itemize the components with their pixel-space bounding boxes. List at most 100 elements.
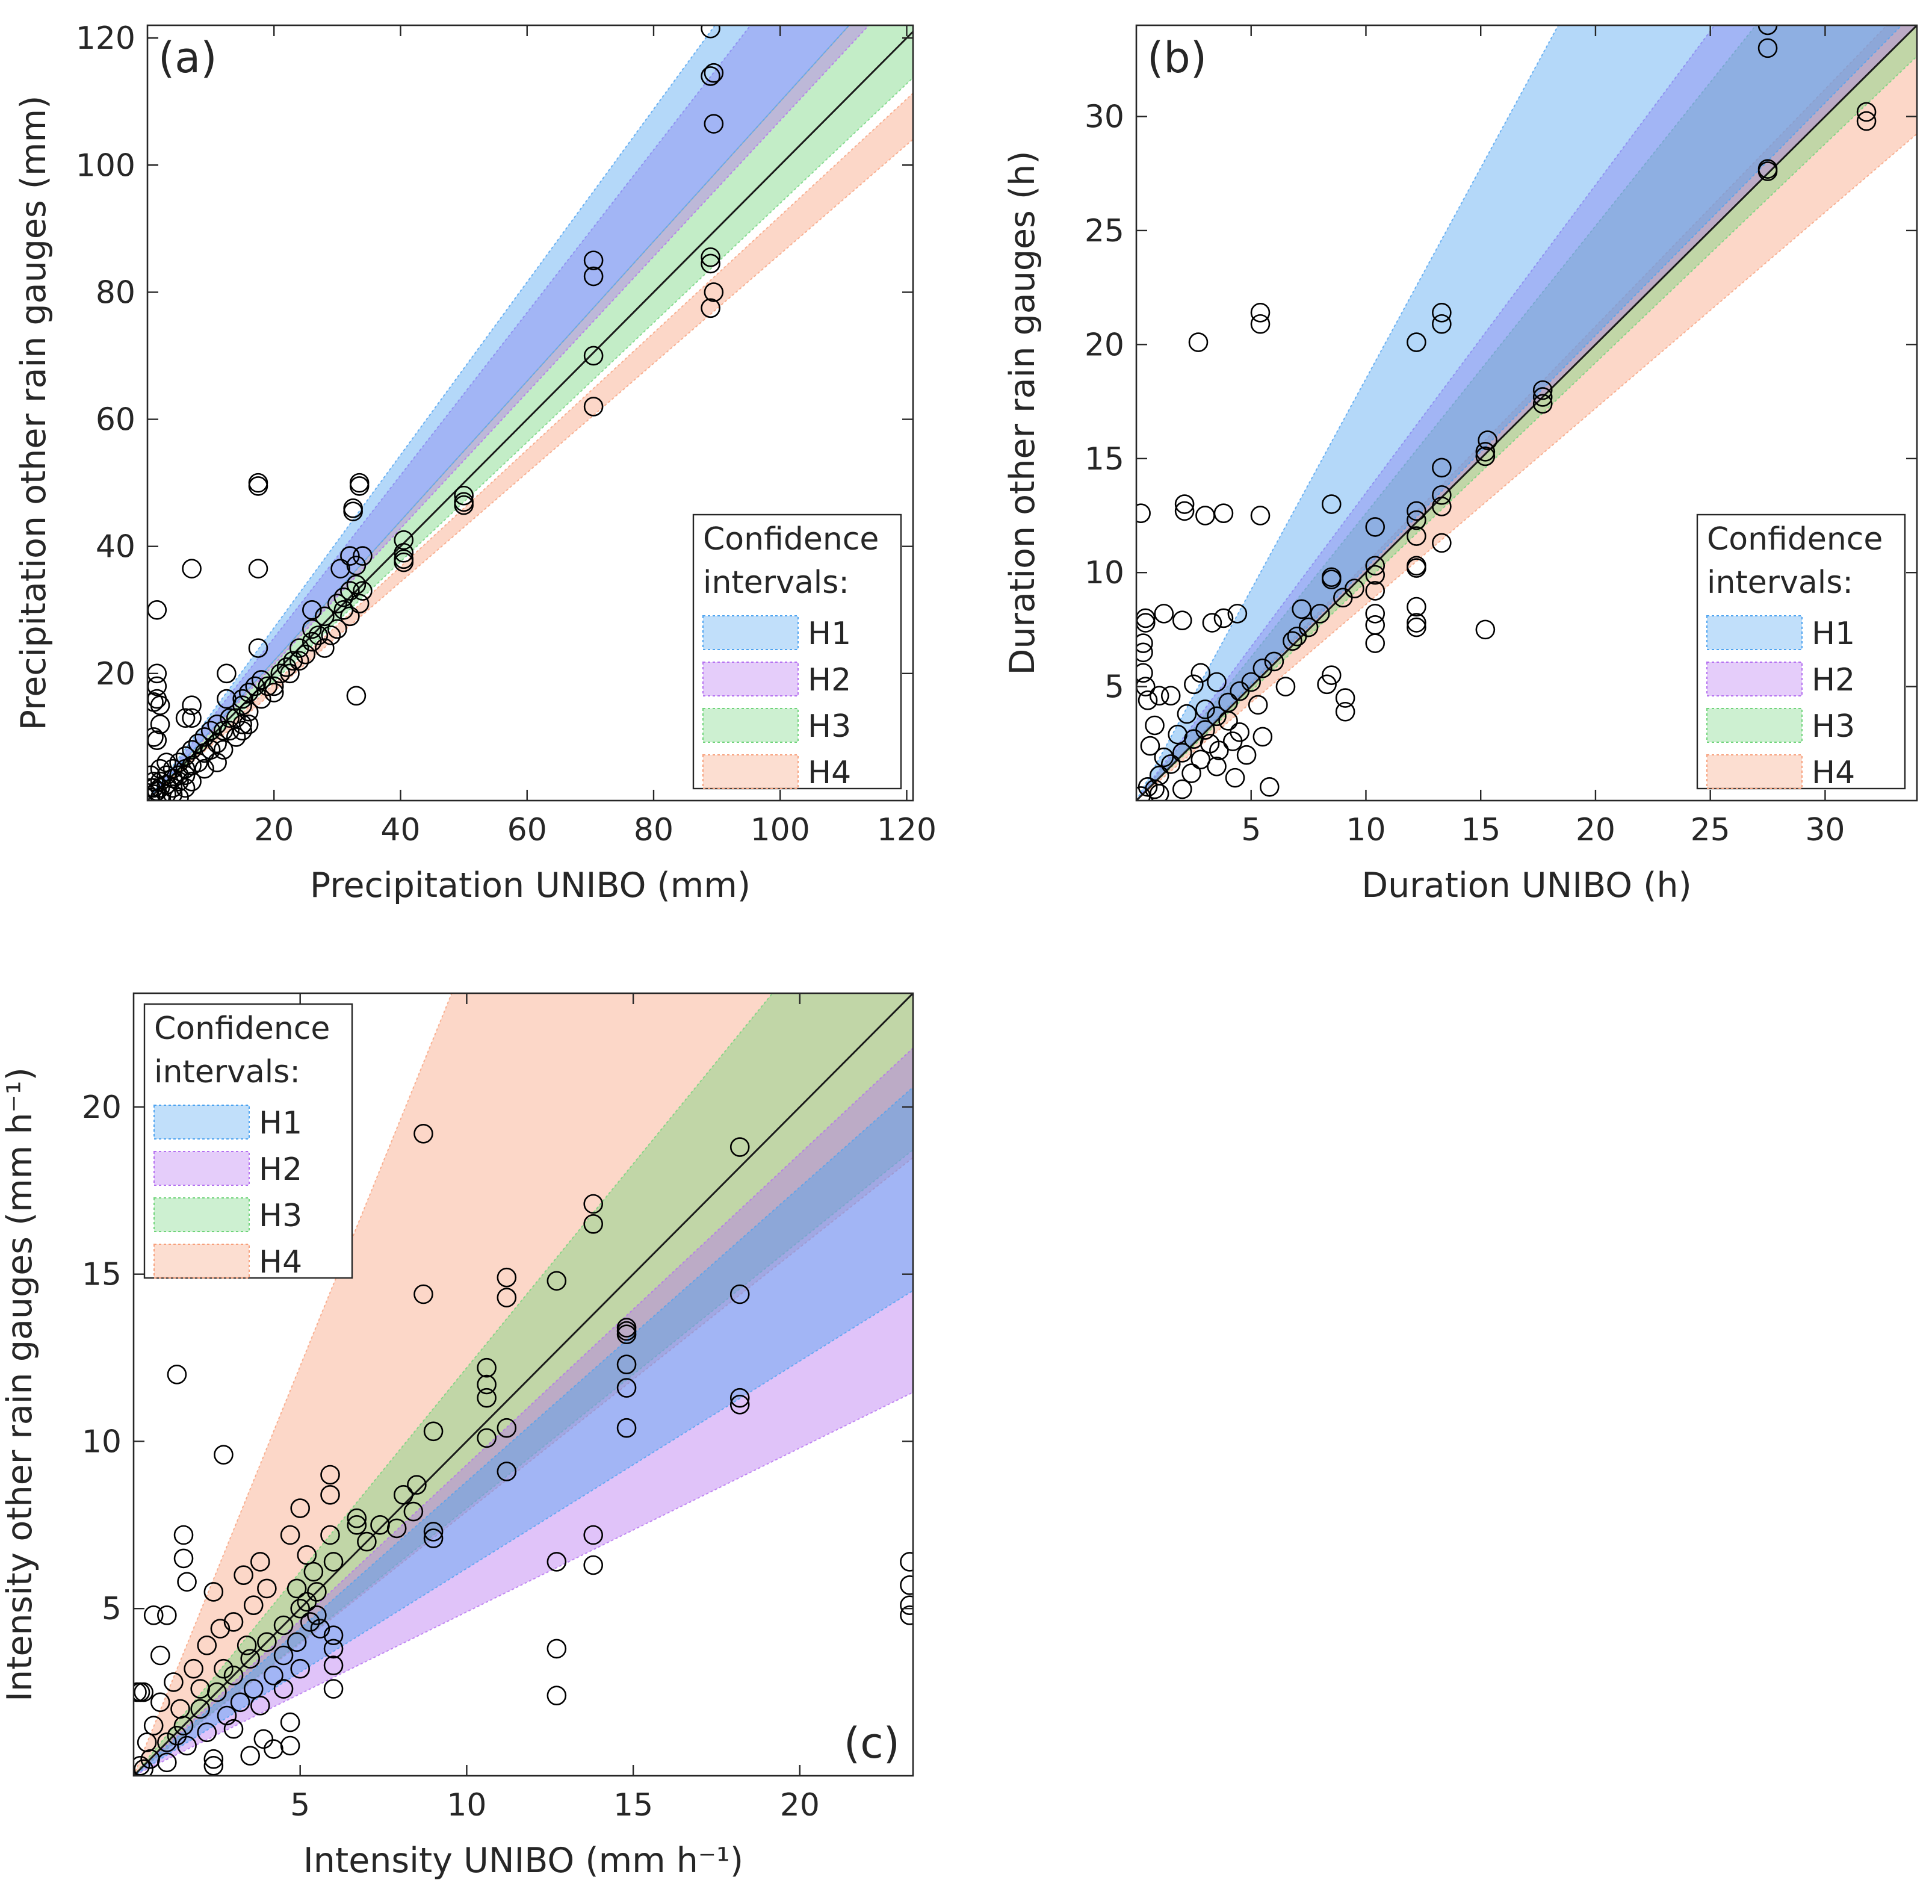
data-point (413, 1124, 433, 1144)
legend-title: intervals: (703, 565, 849, 601)
data-point (280, 1525, 300, 1545)
y-axis-label: Precipitation other rain gauges (mm) (14, 96, 54, 731)
y-tick-label: 100 (76, 147, 135, 184)
data-point (147, 692, 164, 712)
legend-entry-h3: H3 (259, 1198, 302, 1234)
data-point (583, 1525, 604, 1545)
data-point (1184, 674, 1204, 695)
data-point (343, 501, 363, 521)
data-point (167, 1726, 187, 1746)
y-tick-label: 30 (1085, 99, 1124, 135)
data-point (169, 772, 189, 792)
data-point (323, 1679, 344, 1699)
data-point (1432, 457, 1452, 478)
data-point (264, 1666, 283, 1685)
data-point (217, 1705, 237, 1726)
axes-box (146, 24, 914, 802)
legend-title: Confidence (703, 521, 879, 557)
plot-area (1136, 25, 1917, 801)
y-tick-label: 15 (1085, 441, 1124, 477)
legend-swatch-h3 (153, 1197, 250, 1232)
data-point (210, 1619, 231, 1639)
data-point (289, 651, 309, 671)
data-point (1532, 380, 1553, 400)
legend-swatch-h1 (1706, 615, 1803, 650)
data-point (546, 1271, 567, 1291)
legend: Confidence intervals: H1 H2 H3 H4 (143, 1003, 353, 1280)
panel-label: (b) (1147, 33, 1207, 82)
data-point (150, 715, 170, 734)
data-point (257, 1632, 277, 1652)
data-point (477, 1357, 497, 1378)
data-point (1145, 779, 1165, 799)
legend-title: Confidence (1707, 521, 1883, 557)
data-point (1532, 394, 1553, 414)
data-point (307, 1582, 327, 1602)
data-point (1188, 332, 1209, 352)
data-point (353, 546, 373, 566)
data-point (346, 686, 367, 706)
data-point (1475, 619, 1496, 640)
data-point (163, 784, 183, 801)
data-point (1365, 604, 1386, 624)
data-point (280, 1712, 300, 1732)
legend-swatch-h1 (153, 1105, 250, 1140)
data-point (1149, 686, 1169, 706)
data-point (175, 708, 196, 728)
confidence-band-h1 (147, 25, 850, 801)
data-point (194, 727, 214, 747)
data-point (1335, 688, 1355, 708)
data-point (701, 247, 720, 267)
data-point (477, 1374, 497, 1395)
data-point (270, 663, 291, 684)
data-point (264, 676, 284, 696)
data-point (1250, 506, 1271, 526)
data-point (297, 1592, 317, 1612)
data-point (150, 1645, 170, 1666)
data-point (243, 1595, 264, 1615)
data-point (203, 1749, 224, 1769)
legend-entry-h4: H4 (808, 755, 851, 791)
data-point (1478, 430, 1497, 450)
data-point (1230, 681, 1249, 701)
data-point (207, 733, 227, 754)
x-tick-label: 10 (447, 1787, 486, 1823)
confidence-band-h1 (1136, 25, 1903, 801)
x-tick-label: 120 (877, 812, 937, 848)
data-point (1209, 740, 1229, 760)
data-point (616, 1418, 637, 1438)
data-point (164, 1672, 184, 1692)
legend-entry-h2: H2 (259, 1152, 302, 1188)
data-point (1207, 672, 1227, 692)
data-point (1149, 784, 1169, 801)
data-point (454, 485, 474, 506)
data-point (207, 715, 227, 734)
data-point (1172, 743, 1192, 763)
data-point (1365, 565, 1386, 585)
data-point (1310, 604, 1330, 624)
legend: Confidence intervals: H1 H2 H3 H4 (1696, 513, 1906, 791)
legend-title: intervals: (1707, 565, 1853, 601)
data-point (157, 1605, 177, 1625)
data-point (546, 1685, 567, 1705)
data-point (207, 752, 227, 772)
data-point (297, 1545, 317, 1565)
data-point (248, 638, 268, 658)
x-tick-label: 10 (1346, 812, 1386, 848)
data-point (729, 1388, 750, 1408)
data-point (900, 1605, 913, 1625)
data-point (226, 727, 246, 747)
data-point (245, 676, 265, 696)
data-point (232, 715, 252, 734)
data-point (182, 740, 202, 760)
legend-title: intervals: (154, 1054, 300, 1090)
data-point (213, 740, 234, 760)
data-point (357, 1531, 377, 1552)
legend-box (692, 513, 902, 790)
x-tick-label: 80 (634, 812, 673, 848)
data-point (583, 1555, 604, 1575)
data-point (1259, 777, 1280, 797)
legend-entry-h1: H1 (808, 616, 851, 652)
x-axis-label: Precipitation UNIBO (mm) (310, 866, 751, 905)
data-point (220, 721, 240, 741)
